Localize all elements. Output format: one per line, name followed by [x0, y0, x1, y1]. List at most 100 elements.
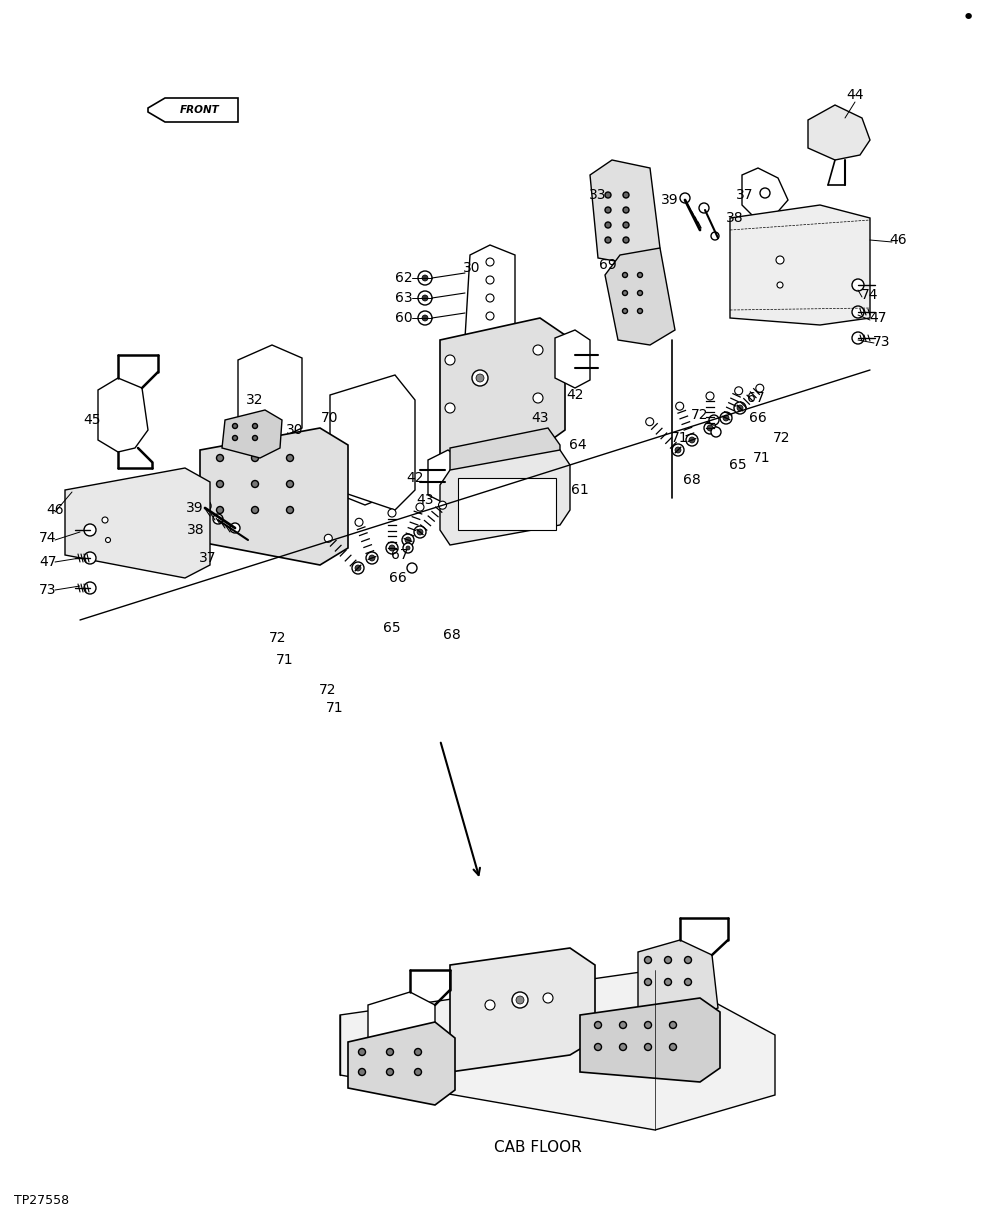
Text: 69: 69: [599, 258, 617, 272]
Circle shape: [533, 345, 543, 355]
Text: 74: 74: [39, 531, 57, 545]
Polygon shape: [340, 405, 390, 506]
Polygon shape: [222, 410, 282, 458]
Text: 72: 72: [773, 431, 790, 446]
Circle shape: [355, 565, 361, 572]
Text: 71: 71: [276, 652, 293, 667]
Polygon shape: [200, 428, 348, 565]
Circle shape: [723, 415, 729, 421]
Text: 65: 65: [383, 621, 401, 635]
Text: 30: 30: [463, 261, 481, 275]
Polygon shape: [65, 468, 210, 578]
Text: 39: 39: [662, 193, 679, 207]
Circle shape: [670, 1044, 677, 1050]
Circle shape: [595, 1044, 602, 1050]
Text: 42: 42: [566, 388, 584, 401]
Text: 47: 47: [869, 311, 887, 326]
Circle shape: [217, 481, 224, 487]
Circle shape: [406, 546, 410, 550]
Circle shape: [414, 1049, 421, 1055]
Circle shape: [685, 978, 692, 985]
Circle shape: [735, 387, 743, 395]
Circle shape: [665, 956, 672, 963]
Polygon shape: [428, 450, 462, 506]
Circle shape: [213, 514, 223, 524]
Polygon shape: [730, 204, 870, 326]
Text: 60: 60: [395, 311, 413, 326]
Circle shape: [386, 1049, 393, 1055]
Bar: [458, 479, 556, 530]
Circle shape: [324, 535, 332, 542]
Circle shape: [252, 424, 257, 428]
Circle shape: [418, 271, 432, 285]
Circle shape: [623, 192, 629, 198]
Circle shape: [755, 384, 763, 392]
Circle shape: [699, 203, 709, 213]
Circle shape: [418, 291, 432, 305]
Text: 64: 64: [569, 438, 587, 452]
Circle shape: [388, 509, 396, 517]
Circle shape: [422, 275, 428, 282]
Circle shape: [605, 192, 611, 198]
Text: 71: 71: [672, 431, 689, 446]
Text: 72: 72: [692, 408, 709, 422]
Text: 43: 43: [416, 493, 434, 507]
Circle shape: [361, 454, 369, 461]
Circle shape: [486, 312, 494, 319]
Circle shape: [852, 332, 864, 344]
Circle shape: [645, 956, 652, 963]
Circle shape: [84, 552, 96, 564]
Text: 30: 30: [286, 424, 303, 437]
Circle shape: [638, 308, 643, 313]
Circle shape: [422, 315, 428, 321]
Circle shape: [623, 207, 629, 213]
Circle shape: [417, 529, 423, 535]
Circle shape: [646, 417, 654, 426]
Circle shape: [676, 403, 684, 410]
Circle shape: [595, 1022, 602, 1028]
Circle shape: [361, 436, 369, 444]
Circle shape: [217, 454, 224, 461]
Polygon shape: [98, 378, 148, 452]
Circle shape: [472, 370, 488, 386]
Circle shape: [605, 237, 611, 244]
Circle shape: [251, 454, 258, 461]
Circle shape: [486, 258, 494, 266]
Text: 73: 73: [873, 335, 891, 349]
Text: 72: 72: [269, 632, 286, 645]
Circle shape: [533, 393, 543, 403]
Circle shape: [711, 427, 721, 437]
Circle shape: [777, 282, 783, 288]
Text: 39: 39: [187, 501, 204, 515]
Circle shape: [405, 537, 411, 543]
Circle shape: [605, 222, 611, 228]
Text: 37: 37: [200, 551, 217, 565]
Polygon shape: [465, 245, 515, 348]
Polygon shape: [605, 248, 675, 345]
Text: 32: 32: [247, 393, 263, 408]
Circle shape: [418, 311, 432, 326]
Circle shape: [737, 405, 743, 411]
Circle shape: [485, 1000, 495, 1010]
Circle shape: [445, 403, 455, 412]
Polygon shape: [340, 969, 775, 1130]
Text: 43: 43: [531, 411, 549, 425]
Circle shape: [852, 279, 864, 291]
Circle shape: [623, 273, 628, 278]
Text: 44: 44: [846, 88, 863, 102]
Circle shape: [638, 273, 643, 278]
Circle shape: [645, 978, 652, 985]
Circle shape: [623, 222, 629, 228]
Polygon shape: [590, 160, 660, 266]
Circle shape: [706, 392, 714, 400]
Circle shape: [665, 978, 672, 985]
Circle shape: [605, 207, 611, 213]
Circle shape: [680, 193, 690, 203]
Circle shape: [704, 422, 716, 435]
Polygon shape: [348, 1022, 455, 1105]
Circle shape: [416, 503, 424, 512]
Polygon shape: [440, 318, 565, 468]
Circle shape: [760, 188, 770, 198]
Circle shape: [638, 290, 643, 295]
Polygon shape: [148, 98, 238, 122]
